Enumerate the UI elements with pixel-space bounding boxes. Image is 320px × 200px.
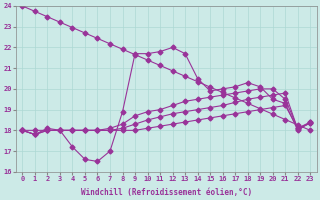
X-axis label: Windchill (Refroidissement éolien,°C): Windchill (Refroidissement éolien,°C) (81, 188, 252, 197)
